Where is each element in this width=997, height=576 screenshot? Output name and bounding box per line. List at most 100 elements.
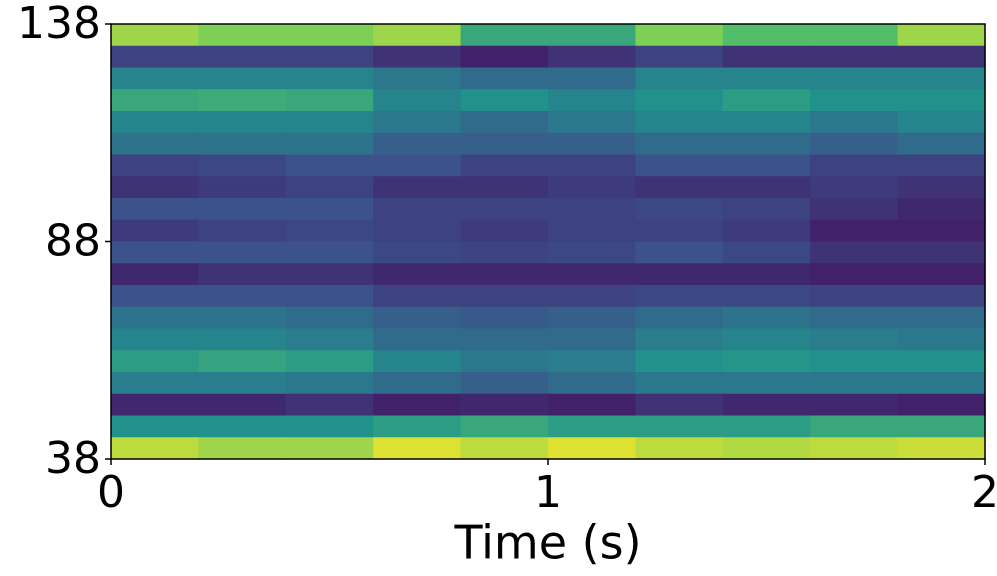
heatmap-cell [897, 219, 986, 243]
heatmap-cell [548, 306, 636, 330]
heatmap-cell [810, 241, 899, 264]
heatmap-cell [810, 393, 899, 417]
heatmap-cell [373, 24, 462, 47]
heatmap-cell [373, 111, 462, 134]
heatmap-cell [198, 372, 287, 395]
heatmap-cell [198, 328, 287, 351]
heatmap-cell [548, 263, 636, 286]
heatmap-cell [198, 350, 287, 373]
heatmap-cell [897, 437, 986, 460]
heatmap-cell [111, 154, 199, 177]
heatmap-cell [548, 241, 636, 264]
heatmap-cell [198, 415, 287, 438]
x-tick-label: 1 [534, 467, 562, 518]
heatmap-cell [897, 393, 986, 417]
heatmap-cell [198, 437, 287, 460]
heatmap-cell [722, 437, 811, 460]
heatmap-cell [198, 393, 287, 417]
heatmap-cell [635, 241, 724, 264]
heatmap-cell [198, 89, 287, 112]
heatmap-cell [722, 45, 811, 69]
heatmap-cell [285, 132, 374, 156]
heatmap-cell [198, 111, 287, 134]
heatmap-cell [198, 306, 287, 330]
heatmap-cell [897, 328, 986, 351]
heatmap-cell [897, 45, 986, 69]
heatmap-cell [635, 306, 724, 330]
heatmap-cell [897, 285, 986, 308]
heatmap-cell [460, 241, 549, 264]
heatmap-cell [198, 198, 287, 221]
heatmap-cell [810, 24, 899, 47]
heatmap-cell [460, 24, 549, 47]
heatmap-cell [722, 111, 811, 134]
heatmap-cell [810, 89, 899, 112]
heatmap-cell [897, 415, 986, 438]
heatmap-cell [810, 111, 899, 134]
heatmap-cell [373, 219, 462, 243]
heatmap-cell [722, 372, 811, 395]
heatmap-cell [635, 45, 724, 69]
heatmap-cell [548, 350, 636, 373]
heatmap-cell [635, 24, 724, 47]
heatmap-cell [285, 45, 374, 69]
heatmap-cell [460, 89, 549, 112]
heatmap-cell [635, 285, 724, 308]
x-tick-label: 2 [971, 467, 997, 518]
heatmap-cell [373, 328, 462, 351]
heatmap-cell [111, 219, 199, 243]
heatmap-cell [810, 350, 899, 373]
heatmap-cell [897, 89, 986, 112]
heatmap-cell [635, 350, 724, 373]
heatmap-cell [460, 154, 549, 177]
heatmap-cell [722, 350, 811, 373]
heatmap-cell [548, 132, 636, 156]
heatmap-cell [722, 24, 811, 47]
heatmap-cell [460, 111, 549, 134]
heatmap-cell [548, 415, 636, 438]
heatmap-cell [722, 67, 811, 90]
heatmap-cell [548, 154, 636, 177]
heatmap-cell [198, 285, 287, 308]
heatmap-cell [897, 306, 986, 330]
heatmap-cell [897, 132, 986, 156]
y-tick-label: 138 [17, 0, 101, 49]
heatmap-cell [548, 198, 636, 221]
heatmap-cell [460, 45, 549, 69]
heatmap-cell [460, 198, 549, 221]
heatmap-cell [373, 45, 462, 69]
heatmap-cell [722, 154, 811, 177]
heatmap-cell [548, 111, 636, 134]
heatmap-cell [111, 437, 199, 460]
heatmap-cell [722, 132, 811, 156]
heatmap-cell [897, 67, 986, 90]
heatmap-cell [635, 67, 724, 90]
heatmap-cell [635, 263, 724, 286]
heatmap-cell [548, 89, 636, 112]
heatmap-cell [548, 67, 636, 90]
heatmap-cell [285, 285, 374, 308]
heatmap-cell [897, 241, 986, 264]
heatmap-cell [722, 176, 811, 199]
heatmap-cell [285, 415, 374, 438]
heatmap-cell [285, 350, 374, 373]
heatmap-cell [373, 437, 462, 460]
heatmap-cell [635, 328, 724, 351]
heatmap-cell [635, 219, 724, 243]
heatmap-cell [810, 285, 899, 308]
heatmap-cell [460, 285, 549, 308]
heatmap-cell [285, 154, 374, 177]
heatmap-cell [111, 285, 199, 308]
heatmap-cell [635, 198, 724, 221]
heatmap-cell [635, 132, 724, 156]
heatmap-cell [373, 67, 462, 90]
heatmap-cell [635, 176, 724, 199]
heatmap-cell [373, 415, 462, 438]
heatmap-cell [111, 176, 199, 199]
heatmap-cell [635, 393, 724, 417]
heatmap-cell [373, 154, 462, 177]
heatmap-cell [373, 393, 462, 417]
heatmap-cell [635, 111, 724, 134]
heatmap-cell [548, 437, 636, 460]
